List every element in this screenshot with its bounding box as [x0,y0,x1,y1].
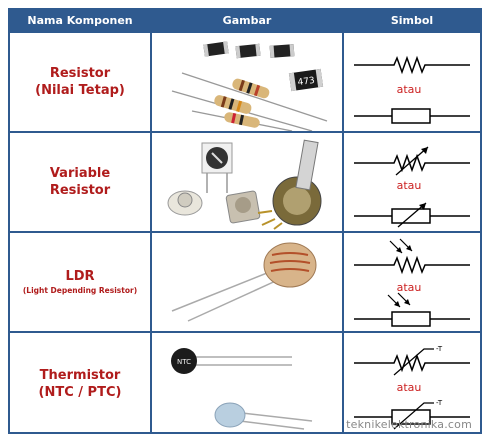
watermark: teknikelektronika.com [346,418,472,431]
component-subtitle: Resistor [49,183,111,198]
row-resistor-name: Resistor (Nilai Tetap) [10,33,150,131]
atau-label: atau [397,381,422,394]
header-symbol: Simbol [344,10,480,31]
variable-resistor-symbols: atau [354,146,470,228]
rotary-potentiometer [257,139,322,230]
component-table: Nama Komponen Gambar Simbol Resistor (Ni… [8,8,482,434]
component-name: Thermistor [39,367,121,383]
resistor-symbols: atau [354,55,470,124]
resistor-photo: 473 [171,41,328,131]
ldr-zigzag-symbol [354,238,470,275]
chip-label: 473 [297,76,315,88]
component-name: Resistor [49,66,111,81]
axial-resistor [171,90,313,131]
row-thermistor-name: Thermistor (NTC / PTC) [10,333,150,434]
resistor-box-symbol [354,108,470,124]
axial-resistor [181,72,328,122]
resistor-zigzag-symbol [354,55,470,75]
column-divider [150,10,152,432]
temperature-label: -T [436,399,443,407]
thermistor-symbols: -T atau -T [354,345,470,430]
smd-trimmer [225,190,261,224]
component-subtitle: (NTC / PTC) [38,384,122,400]
smd-resistor-chip [235,43,261,59]
ldr-box-symbol [354,292,470,327]
row-ldr-name: LDR (Light Depending Resistor) [10,233,150,331]
row-divider [10,131,480,133]
atau-label: atau [397,83,422,96]
column-divider [342,10,344,432]
component-name: LDR [65,269,95,284]
atau-label: atau [397,179,422,192]
smd-resistor-chip-labeled: 473 [288,68,324,92]
component-subtitle: (Light Depending Resistor) [22,286,138,295]
ldr-photo [171,242,317,322]
temperature-label: -T [436,345,443,353]
thermistor-box-symbol: -T [354,399,470,430]
ldr-symbols: atau [354,238,470,327]
header-image: Gambar [152,10,342,31]
row-variable-resistor-name: Variable Resistor [10,133,150,231]
row-divider [10,231,480,233]
thermistor-photo: NTC [171,348,313,430]
atau-label: atau [397,281,422,294]
row-divider [10,31,480,33]
row-divider [10,331,480,333]
ldr-sensor [171,242,317,322]
component-name: Variable [49,166,111,181]
smd-resistor-chip [269,44,295,58]
round-trimmer [167,190,203,216]
trimmer-potentiometer [201,142,233,193]
ntc-thermistor: NTC [171,348,292,374]
variable-resistor-box-symbol [354,202,470,228]
variable-resistor-photo [167,139,322,230]
variable-resistor-zigzag-symbol [354,146,470,176]
ptc-thermistor [214,402,313,430]
component-subtitle: (Nilai Tetap) [35,83,125,98]
part-label: NTC [177,358,191,366]
smd-resistor-chip [203,41,229,57]
header-name: Nama Komponen [10,10,150,31]
thermistor-zigzag-symbol: -T [354,345,470,376]
axial-resistor [191,110,293,131]
